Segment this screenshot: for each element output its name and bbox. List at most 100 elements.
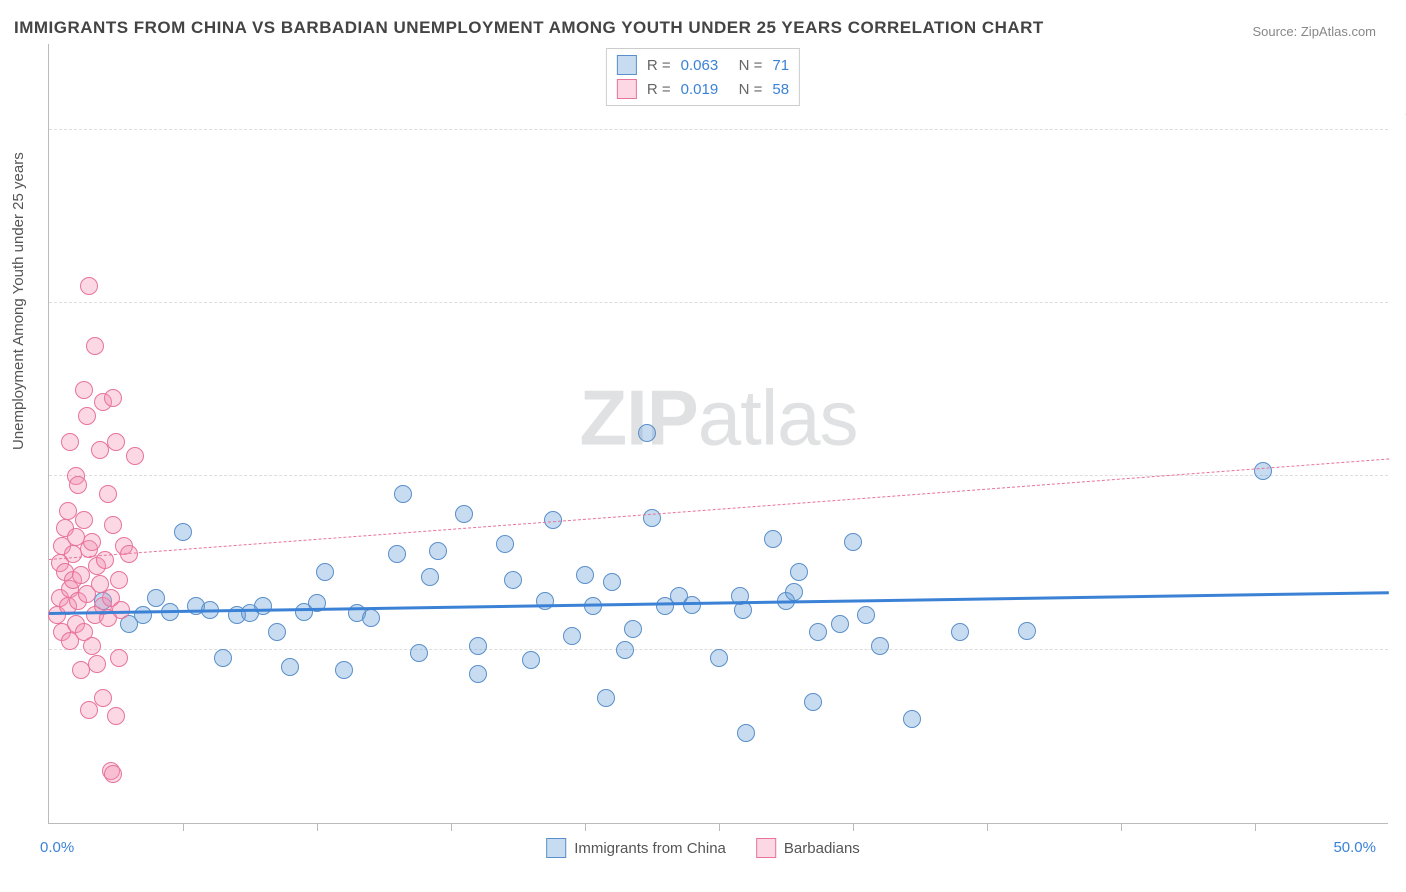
data-point-china (134, 606, 152, 624)
data-point-china (421, 568, 439, 586)
n-value: 71 (772, 57, 789, 74)
x-tick (183, 823, 184, 831)
data-point-china (764, 530, 782, 548)
y-axis-label: Unemployment Among Youth under 25 years (10, 152, 27, 450)
data-point-barbadian (80, 277, 98, 295)
x-axis-origin-label: 0.0% (40, 839, 74, 856)
data-point-china (536, 592, 554, 610)
legend-swatch (546, 838, 566, 858)
r-label: R = (647, 81, 671, 98)
data-point-china (254, 597, 272, 615)
data-point-china (844, 533, 862, 551)
data-point-barbadian (110, 649, 128, 667)
data-point-china (809, 623, 827, 641)
x-tick (853, 823, 854, 831)
data-point-china (174, 523, 192, 541)
correlation-row-china: R = 0.063 N = 71 (617, 53, 789, 77)
x-tick (317, 823, 318, 831)
x-tick (1255, 823, 1256, 831)
data-point-china (316, 563, 334, 581)
series-legend: Immigrants from China Barbadians (546, 838, 860, 858)
data-point-china (903, 710, 921, 728)
data-point-barbadian (104, 516, 122, 534)
correlation-legend: R = 0.063 N = 71 R = 0.019 N = 58 (606, 48, 800, 106)
data-point-barbadian (75, 381, 93, 399)
legend-swatch (756, 838, 776, 858)
data-point-china (335, 661, 353, 679)
data-point-china (804, 693, 822, 711)
data-point-china (857, 606, 875, 624)
x-tick (1121, 823, 1122, 831)
data-point-china (410, 644, 428, 662)
chart-plot-area: ZIPatlas 10.0%20.0%30.0%40.0% (48, 44, 1388, 824)
data-point-china (624, 620, 642, 638)
data-point-china (469, 637, 487, 655)
r-value: 0.063 (681, 57, 729, 74)
x-tick (585, 823, 586, 831)
data-point-china (504, 571, 522, 589)
n-label: N = (739, 57, 763, 74)
data-point-china (429, 542, 447, 560)
legend-swatch-barbadian (617, 79, 637, 99)
data-point-barbadian (94, 689, 112, 707)
legend-swatch-china (617, 55, 637, 75)
data-point-china (576, 566, 594, 584)
data-point-china (785, 583, 803, 601)
legend-item: Barbadians (756, 838, 860, 858)
data-point-barbadian (83, 637, 101, 655)
data-point-barbadian (110, 571, 128, 589)
data-point-china (362, 609, 380, 627)
data-point-china (643, 509, 661, 527)
r-value: 0.019 (681, 81, 729, 98)
gridline (49, 129, 1388, 130)
legend-label: Barbadians (784, 840, 860, 857)
data-point-barbadian (83, 533, 101, 551)
x-tick (987, 823, 988, 831)
data-point-china (496, 535, 514, 553)
data-point-china (638, 424, 656, 442)
gridline (49, 475, 1388, 476)
legend-item: Immigrants from China (546, 838, 726, 858)
data-point-barbadian (91, 441, 109, 459)
data-point-china (616, 641, 634, 659)
trendline-barbadian (49, 458, 1389, 560)
data-point-barbadian (99, 485, 117, 503)
data-point-china (597, 689, 615, 707)
data-point-china (388, 545, 406, 563)
gridline (49, 302, 1388, 303)
watermark: ZIPatlas (579, 372, 857, 463)
watermark-light: atlas (698, 373, 858, 461)
x-axis-max-label: 50.0% (1333, 839, 1376, 856)
data-point-barbadian (107, 707, 125, 725)
data-point-china (268, 623, 286, 641)
data-point-china (1018, 622, 1036, 640)
n-label: N = (739, 81, 763, 98)
data-point-china (710, 649, 728, 667)
data-point-china (790, 563, 808, 581)
data-point-barbadian (104, 765, 122, 783)
source-label: Source: ZipAtlas.com (1252, 24, 1376, 39)
data-point-barbadian (72, 566, 90, 584)
n-value: 58 (772, 81, 789, 98)
r-label: R = (647, 57, 671, 74)
data-point-china (1254, 462, 1272, 480)
data-point-china (469, 665, 487, 683)
data-point-barbadian (107, 433, 125, 451)
data-point-china (563, 627, 581, 645)
data-point-barbadian (104, 389, 122, 407)
trendline-china (49, 591, 1389, 615)
data-point-china (522, 651, 540, 669)
data-point-barbadian (69, 476, 87, 494)
data-point-barbadian (88, 655, 106, 673)
x-tick (451, 823, 452, 831)
data-point-china (831, 615, 849, 633)
chart-title: IMMIGRANTS FROM CHINA VS BARBADIAN UNEMP… (14, 18, 1044, 38)
data-point-china (394, 485, 412, 503)
data-point-barbadian (75, 511, 93, 529)
data-point-barbadian (78, 407, 96, 425)
watermark-heavy: ZIP (579, 373, 697, 461)
data-point-china (951, 623, 969, 641)
data-point-china (603, 573, 621, 591)
data-point-china (214, 649, 232, 667)
data-point-barbadian (86, 337, 104, 355)
